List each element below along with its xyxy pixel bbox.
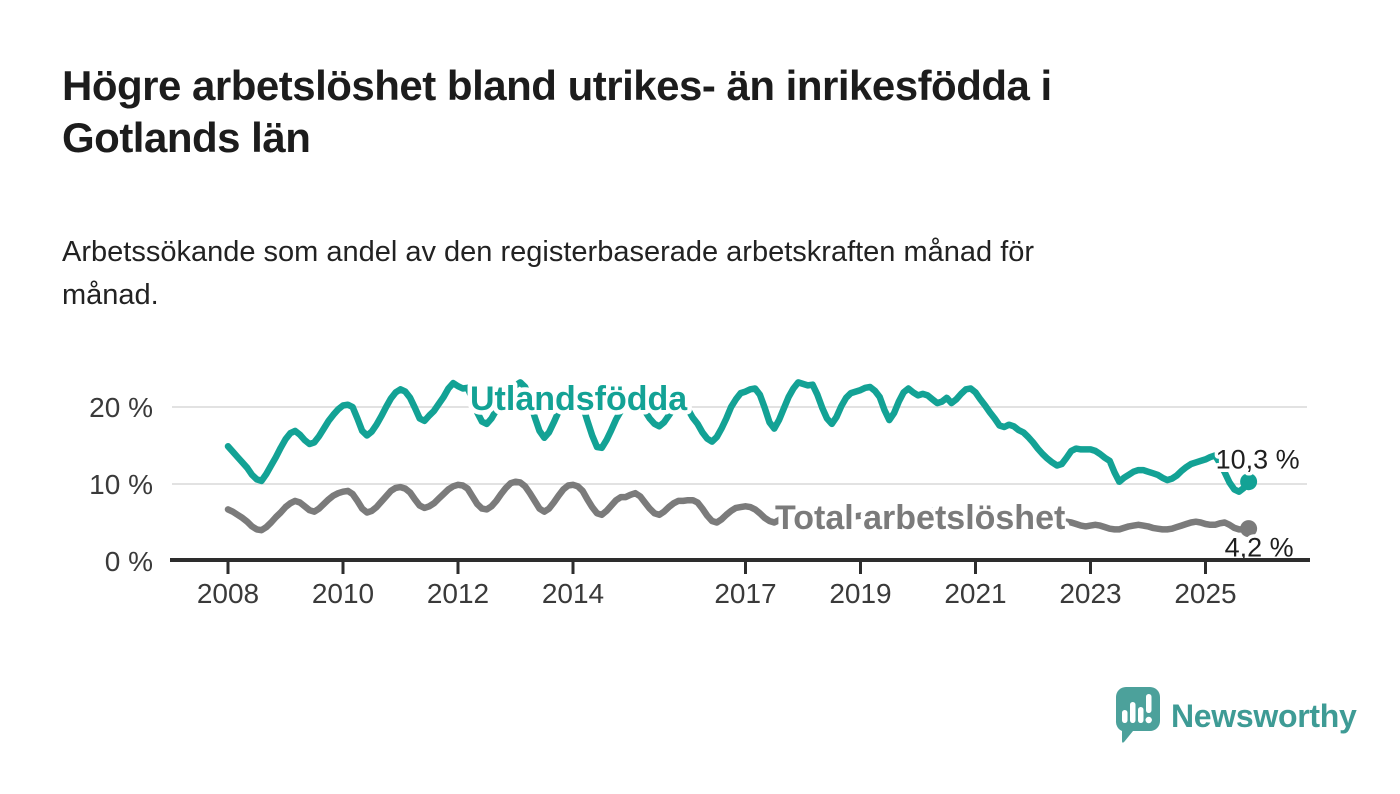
x-tick-label: 2019 xyxy=(829,578,891,609)
x-tick-label: 2017 xyxy=(714,578,776,609)
newsworthy-logo: Newsworthy xyxy=(1113,684,1357,748)
x-tick-label: 2023 xyxy=(1059,578,1121,609)
logo-bar-3 xyxy=(1138,707,1144,723)
newsworthy-logo-text: Newsworthy xyxy=(1171,697,1357,734)
x-tick-label: 2012 xyxy=(427,578,489,609)
y-tick-label: 10 % xyxy=(89,469,153,500)
y-tick-label: 0 % xyxy=(105,546,153,577)
page-title-line1: Högre arbetslöshet bland utrikes- än inr… xyxy=(62,62,1052,109)
logo-bar-1 xyxy=(1122,710,1128,723)
page-title-line2: Gotlands län xyxy=(62,114,311,161)
x-tick-label: 2021 xyxy=(944,578,1006,609)
chart-subtitle-line1: Arbetssökande som andel av den registerb… xyxy=(62,236,1035,268)
x-tick-label: 2010 xyxy=(312,578,374,609)
newsworthy-logo-icon xyxy=(1115,687,1160,743)
series-end-dot xyxy=(1240,473,1258,491)
x-tick-label: 2008 xyxy=(197,578,259,609)
x-tick-label: 2014 xyxy=(542,578,604,609)
page-title: Högre arbetslöshet bland utrikes- än inr… xyxy=(62,60,1302,164)
chart-subtitle: Arbetssökande som andel av den registerb… xyxy=(62,231,1302,317)
series-label: Utlandsfödda xyxy=(470,380,688,418)
series-end-dot xyxy=(1240,520,1258,538)
series-line-utlandsfodda xyxy=(224,379,1252,495)
logo-bar-2 xyxy=(1130,702,1136,723)
chart-subtitle-line2: månad. xyxy=(62,279,159,311)
x-tick-label: 2025 xyxy=(1174,578,1236,609)
y-tick-label: 20 % xyxy=(89,392,153,423)
logo-exclamation-bar xyxy=(1146,694,1152,713)
logo-exclamation-dot xyxy=(1145,716,1152,724)
end-value-label: 10,3 % xyxy=(1216,445,1300,475)
series-line-total xyxy=(224,478,1252,534)
series-label: Total arbetslöshet xyxy=(775,499,1065,537)
